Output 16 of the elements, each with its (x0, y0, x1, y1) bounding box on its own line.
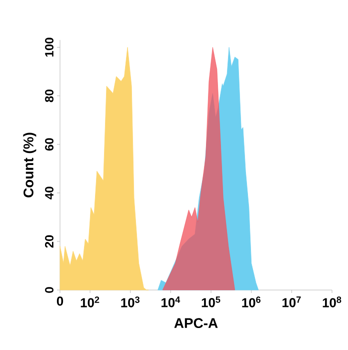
y-tick-label: 0 (45, 287, 54, 293)
x-axis-title: APC-A (174, 318, 218, 328)
x-tick-label: 0 (56, 296, 64, 306)
x-tick-label: 10$^{6}$ (242, 296, 260, 308)
y-tick-label: 20 (45, 235, 54, 248)
y-tick-label: 100 (45, 38, 54, 57)
x-tick-label: 10$^{2}$ (80, 296, 100, 308)
y-tick-label: 80 (45, 90, 54, 102)
x-tick-label: 10$^{3}$ (121, 296, 140, 308)
y-tick-label: 60 (45, 138, 54, 151)
x-tick-label: 10$^{8}$ (322, 296, 342, 308)
y-tick-label: 40 (45, 186, 54, 200)
x-tick-label: 10$^{7}$ (282, 296, 301, 308)
x-tick-label: 10$^{5}$ (202, 296, 220, 308)
y-axis-title: Count (%) (23, 132, 36, 198)
x-tick-label: 10$^{4}$ (162, 296, 180, 308)
